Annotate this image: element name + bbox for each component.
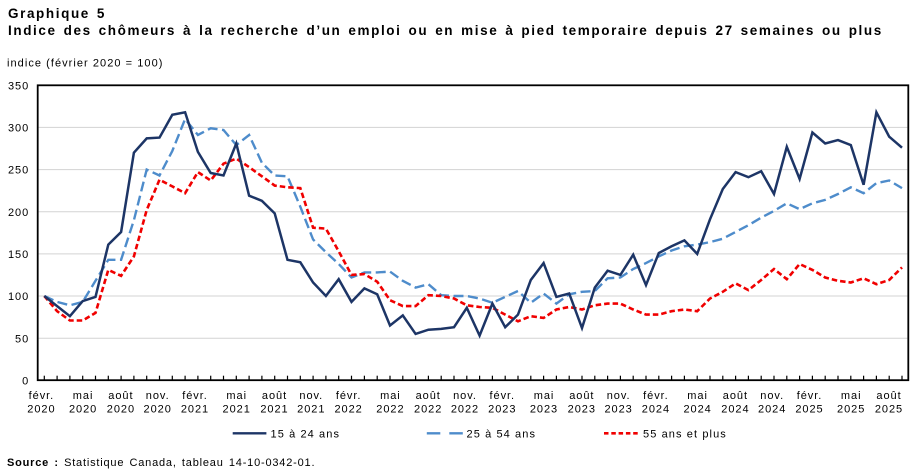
svg-text:mai: mai [380, 390, 401, 402]
svg-text:55 ans et plus: 55 ans et plus [643, 428, 727, 440]
svg-text:2022: 2022 [376, 404, 404, 416]
svg-text:15 à 24 ans: 15 à 24 ans [271, 428, 341, 440]
svg-text:indice (février 2020 = 100): indice (février 2020 = 100) [7, 58, 163, 70]
svg-text:mai: mai [73, 390, 94, 402]
svg-text:févr.: févr. [182, 390, 208, 402]
svg-text:nov.: nov. [607, 390, 631, 402]
svg-text:févr.: févr. [490, 390, 516, 402]
svg-text:févr.: févr. [797, 390, 823, 402]
svg-text:août: août [569, 390, 594, 402]
svg-text:août: août [108, 390, 133, 402]
svg-text:août: août [262, 390, 287, 402]
svg-text:Indice des chômeurs à la reche: Indice des chômeurs à la recherche d’un … [8, 23, 883, 38]
svg-text:Source : Statistique Canada, t: Source : Statistique Canada, tableau 14-… [7, 457, 315, 469]
svg-text:nov.: nov. [760, 390, 784, 402]
svg-text:nov.: nov. [453, 390, 477, 402]
svg-text:mai: mai [534, 390, 555, 402]
svg-text:mai: mai [687, 390, 708, 402]
svg-text:2021: 2021 [181, 404, 209, 416]
svg-text:févr.: févr. [336, 390, 362, 402]
svg-text:2024: 2024 [721, 404, 749, 416]
svg-text:250: 250 [8, 165, 29, 177]
svg-text:2022: 2022 [334, 404, 362, 416]
svg-text:févr.: févr. [29, 390, 55, 402]
svg-text:100: 100 [8, 291, 29, 303]
svg-text:2022: 2022 [414, 404, 442, 416]
svg-text:févr.: févr. [643, 390, 669, 402]
svg-text:2023: 2023 [530, 404, 558, 416]
svg-text:août: août [723, 390, 748, 402]
svg-text:2021: 2021 [297, 404, 325, 416]
svg-text:2021: 2021 [260, 404, 288, 416]
svg-text:2023: 2023 [488, 404, 516, 416]
svg-text:Graphique 5: Graphique 5 [8, 6, 106, 21]
svg-text:2020: 2020 [107, 404, 135, 416]
svg-text:2024: 2024 [642, 404, 670, 416]
svg-text:25 à 54 ans: 25 à 54 ans [467, 428, 537, 440]
svg-text:2023: 2023 [604, 404, 632, 416]
svg-text:300: 300 [8, 123, 29, 135]
svg-text:2024: 2024 [758, 404, 786, 416]
svg-text:2020: 2020 [69, 404, 97, 416]
svg-text:2021: 2021 [223, 404, 251, 416]
svg-text:nov.: nov. [146, 390, 170, 402]
svg-text:200: 200 [8, 207, 29, 219]
svg-text:mai: mai [841, 390, 862, 402]
svg-text:2024: 2024 [683, 404, 711, 416]
svg-text:2025: 2025 [875, 404, 903, 416]
svg-text:nov.: nov. [299, 390, 323, 402]
svg-text:août: août [416, 390, 441, 402]
svg-text:2020: 2020 [144, 404, 172, 416]
svg-text:0: 0 [22, 375, 29, 387]
svg-text:2020: 2020 [27, 404, 55, 416]
svg-text:mai: mai [226, 390, 247, 402]
svg-text:50: 50 [15, 333, 29, 345]
svg-text:2022: 2022 [451, 404, 479, 416]
svg-text:150: 150 [8, 249, 29, 261]
svg-text:2023: 2023 [568, 404, 596, 416]
svg-text:2025: 2025 [837, 404, 865, 416]
svg-text:350: 350 [8, 80, 29, 92]
svg-text:2025: 2025 [795, 404, 823, 416]
svg-text:août: août [876, 390, 901, 402]
